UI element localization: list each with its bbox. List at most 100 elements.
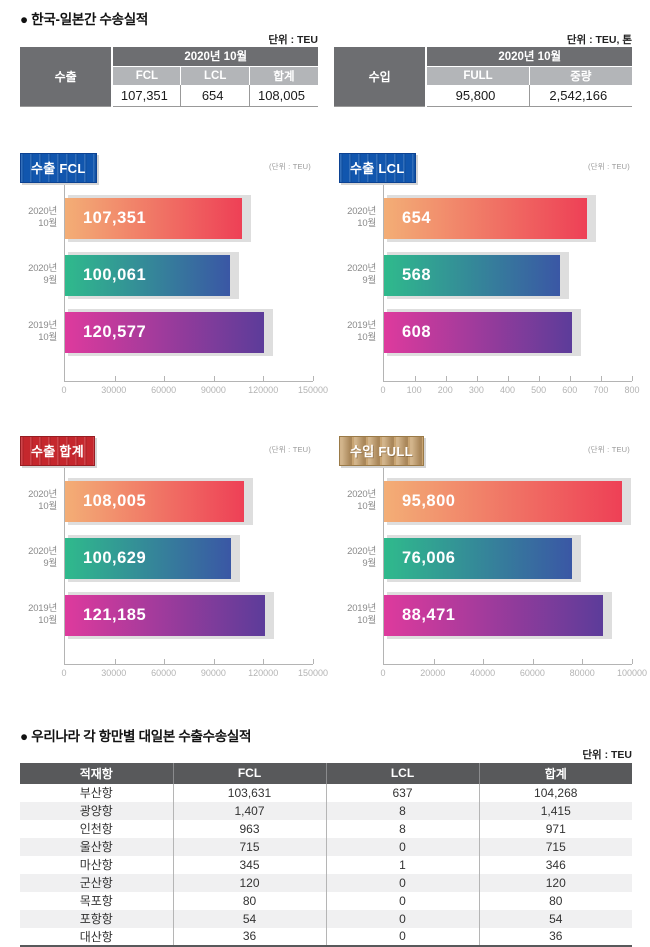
port-table-row: 목포항 80 0 80 xyxy=(20,891,632,910)
chart-plot-area: 2020년 10월 2020년 9월 2019년 10월 95,800 76,006 88,47… xyxy=(339,467,633,665)
axis-tick-label: 90000 xyxy=(200,667,226,678)
chart-header: 수출 합계 (단위 : TEU) xyxy=(20,435,313,466)
import-col-full: FULL xyxy=(426,66,530,85)
import-summary-block: 단위 : TEU, 톤 수입 2020년 10월 FULL 중량 95,800 … xyxy=(334,30,632,107)
bar: 121,185 xyxy=(65,594,266,636)
chart-header: 수입 FULL (단위 : TEU) xyxy=(339,435,632,466)
port-table-cell: 0 xyxy=(326,909,480,928)
bar-row: 88,471 xyxy=(384,594,632,636)
summary-tables-row: 단위 : TEU 수출 2020년 10월 FCL LCL 합계 107,351… xyxy=(20,30,632,107)
axis-tick-mark xyxy=(477,375,478,381)
bar-row: 100,629 xyxy=(65,537,313,579)
port-table-cell: 637 xyxy=(326,783,480,802)
axis-tick-mark xyxy=(313,658,314,664)
chart-panel: 수입 FULL (단위 : TEU) 2020년 10월 2020년 9월 2019년 10월… xyxy=(339,435,647,681)
export-val-total: 108,005 xyxy=(249,85,318,106)
axis-tick-label: 300 xyxy=(468,384,484,395)
export-col-fcl: FCL xyxy=(112,66,182,85)
category-labels: 2020년 10월 2020년 9월 2019년 10월 xyxy=(339,468,383,665)
bar: 100,061 xyxy=(65,254,231,296)
axis-tick-label: 30000 xyxy=(101,384,127,395)
category-label-line: 2019년 xyxy=(28,319,57,331)
port-table-cell: 1,415 xyxy=(479,801,632,820)
category-label-line: 10월 xyxy=(38,218,57,229)
category-label-line: 2020년 xyxy=(28,488,57,500)
category-label-line: 2019년 xyxy=(347,602,376,614)
axis-tick-mark xyxy=(483,658,485,664)
port-table-cell: 345 xyxy=(173,855,327,874)
port-table-cell: 963 xyxy=(173,819,327,838)
port-table-row: 울산항 715 0 715 xyxy=(20,837,632,856)
port-col-port: 적재항 xyxy=(20,762,174,784)
port-table-cell: 54 xyxy=(479,909,632,928)
axis-tick-mark xyxy=(263,658,265,664)
axis-tick-label: 600 xyxy=(562,384,578,395)
axis-tick-mark xyxy=(114,375,116,381)
export-col-total: 합계 xyxy=(249,66,318,85)
category-labels: 2020년 10월 2020년 9월 2019년 10월 xyxy=(20,185,64,382)
export-row-label: 수출 xyxy=(20,47,114,106)
port-table-cell: 광양항 xyxy=(20,801,174,820)
bar-value-label: 120,577 xyxy=(83,322,147,341)
axis-tick-label: 60000 xyxy=(151,667,177,678)
axis-tick-mark xyxy=(601,375,602,381)
charts-grid: 수출 FCL (단위 : TEU) 2020년 10월 2020년 9월 2019년 10월 1… xyxy=(20,152,647,681)
category-label: 2019년 10월 xyxy=(339,595,376,636)
export-period-header: 2020년 10월 xyxy=(112,47,318,67)
chart-title-badge: 수입 FULL xyxy=(339,435,424,466)
bar-row: 107,351 xyxy=(65,197,313,239)
port-table-cell: 8 xyxy=(326,801,480,820)
port-table-row: 마산항 345 1 346 xyxy=(20,855,632,874)
chart-unit-label: (단위 : TEU) xyxy=(268,444,311,454)
category-label-line: 2020년 xyxy=(28,205,57,217)
category-label: 2020년 9월 xyxy=(339,538,376,579)
port-table-cell: 0 xyxy=(326,927,480,946)
section2-title: ● 우리나라 각 항만별 대일본 수출수송실적 xyxy=(20,728,252,744)
port-table-row: 광양항 1,407 8 1,415 xyxy=(20,801,632,820)
port-table-cell: 346 xyxy=(545,857,566,872)
axis-tick-mark xyxy=(632,658,633,664)
bar-value-label: 654 xyxy=(402,208,432,227)
category-label-line: 9월 xyxy=(43,275,57,286)
axis-tick-labels: 0 100 200 300 400 500 600 700 800 xyxy=(380,382,639,398)
port-table-cell: 36 xyxy=(173,927,327,946)
import-summary-table: 수입 2020년 10월 FULL 중량 95,800 2,542,166 xyxy=(334,47,632,107)
chart-unit-label: (단위 : TEU) xyxy=(587,444,630,454)
port-table: 적재항 FCL LCL 합계 부산항 103,631 637 104,268 광양항 1,… xyxy=(20,762,632,947)
bar: 568 xyxy=(384,254,561,296)
bar: 95,800 xyxy=(384,480,622,522)
axis-tick-label: 200 xyxy=(437,384,453,395)
axis-tick-label: 40000 xyxy=(470,667,496,678)
bar: 76,006 xyxy=(384,537,573,579)
category-label: 2020년 10월 xyxy=(20,481,57,522)
export-summary-table: 수출 2020년 10월 FCL LCL 합계 107,351 654 108,… xyxy=(20,47,318,107)
port-section: ● 우리나라 각 항만별 대일본 수출수송실적 단위 : TEU 적재항 FCL… xyxy=(20,725,632,947)
axis-tick-mark xyxy=(570,375,571,381)
port-table-cell: 목포항 xyxy=(20,891,174,910)
bar-row: 654 xyxy=(384,197,632,239)
category-label-line: 2019년 xyxy=(28,602,57,614)
port-col-total: 합계 xyxy=(479,762,632,784)
axis-tick-mark xyxy=(313,375,314,381)
category-label-line: 10월 xyxy=(357,218,376,229)
axis-tick-label: 150000 xyxy=(297,667,329,678)
axis-tick-mark xyxy=(263,375,265,381)
import-period-header: 2020년 10월 xyxy=(426,47,632,67)
bar-row: 108,005 xyxy=(65,480,313,522)
bar-value-label: 100,061 xyxy=(83,265,147,284)
axis-tick-label: 120000 xyxy=(248,384,279,395)
port-table-cell: 36 xyxy=(549,929,563,943)
category-label-line: 9월 xyxy=(43,558,57,569)
category-label-line: 10월 xyxy=(38,332,57,343)
port-table-cell: 120 xyxy=(173,873,327,892)
import-val-weight: 2,542,166 xyxy=(529,85,632,106)
bar: 608 xyxy=(384,311,573,353)
axis-tick-label: 150000 xyxy=(297,384,329,395)
bar-value-label: 121,185 xyxy=(83,605,147,624)
bar: 654 xyxy=(384,197,587,239)
import-row-label: 수입 xyxy=(334,47,428,106)
bar: 88,471 xyxy=(384,594,604,636)
bar-row: 120,577 xyxy=(65,311,313,353)
axis-tick-label: 800 xyxy=(624,384,640,395)
